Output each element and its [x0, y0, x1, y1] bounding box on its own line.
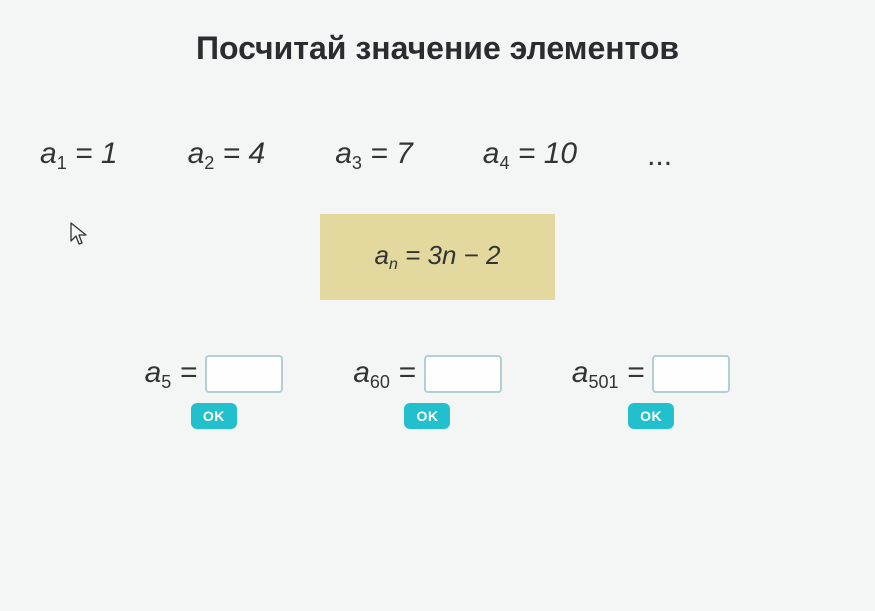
- term-var: a: [40, 137, 57, 170]
- formula-box: an = 3n − 2: [320, 214, 555, 300]
- sequence-ellipsis: ...: [647, 139, 672, 173]
- eq-sign: =: [75, 137, 101, 170]
- eq-sign: =: [180, 356, 198, 389]
- page-title: Посчитай значение элементов: [0, 30, 875, 67]
- eq-sign: =: [370, 137, 396, 170]
- answer-var: a: [145, 356, 162, 389]
- exercise-page: Посчитай значение элементов a1 = 1 a2 = …: [0, 0, 875, 611]
- answer-group-a60: a60 = OK: [353, 355, 502, 429]
- term-a1: a1 = 1: [40, 137, 118, 174]
- answer-line: a5 =: [145, 355, 284, 393]
- answer-group-a5: a5 = OK: [145, 355, 284, 429]
- answer-line: a501 =: [572, 355, 731, 393]
- term-val: 1: [101, 137, 118, 170]
- answer-line: a60 =: [353, 355, 502, 393]
- answer-var: a: [572, 356, 589, 389]
- term-val: 10: [544, 137, 577, 170]
- eq-sign: =: [223, 137, 249, 170]
- answer-input-a60[interactable]: [424, 355, 502, 393]
- answer-sub: 60: [370, 372, 390, 392]
- term-val: 7: [396, 137, 413, 170]
- formula-var: a: [374, 240, 388, 270]
- answer-label: a5 =: [145, 356, 198, 393]
- ok-button-a501[interactable]: OK: [628, 403, 674, 429]
- answer-input-a5[interactable]: [205, 355, 283, 393]
- answer-input-a501[interactable]: [652, 355, 730, 393]
- term-a2: a2 = 4: [188, 137, 266, 174]
- eq-sign: =: [405, 240, 427, 270]
- ok-button-a60[interactable]: OK: [404, 403, 450, 429]
- term-sub: 4: [499, 153, 509, 173]
- term-var: a: [483, 137, 500, 170]
- answer-sub: 501: [588, 372, 618, 392]
- answer-row: a5 = OK a60 = OK a501 =: [0, 355, 875, 429]
- cursor-icon: [70, 222, 88, 246]
- term-val: 4: [249, 137, 266, 170]
- formula-sub: n: [389, 256, 398, 273]
- ok-button-a5[interactable]: OK: [191, 403, 237, 429]
- term-a4: a4 = 10: [483, 137, 577, 174]
- term-sub: 3: [352, 153, 362, 173]
- formula-expr: 3n − 2: [428, 240, 501, 270]
- term-a3: a3 = 7: [335, 137, 413, 174]
- term-var: a: [188, 137, 205, 170]
- eq-sign: =: [627, 356, 645, 389]
- answer-var: a: [353, 356, 370, 389]
- answer-label: a501 =: [572, 356, 645, 393]
- term-sub: 2: [204, 153, 214, 173]
- sequence-row: a1 = 1 a2 = 4 a3 = 7 a4 = 10 ...: [0, 137, 875, 174]
- answer-group-a501: a501 = OK: [572, 355, 731, 429]
- eq-sign: =: [398, 356, 416, 389]
- eq-sign: =: [518, 137, 544, 170]
- term-sub: 1: [57, 153, 67, 173]
- term-var: a: [335, 137, 352, 170]
- answer-label: a60 =: [353, 356, 416, 393]
- answer-sub: 5: [161, 372, 171, 392]
